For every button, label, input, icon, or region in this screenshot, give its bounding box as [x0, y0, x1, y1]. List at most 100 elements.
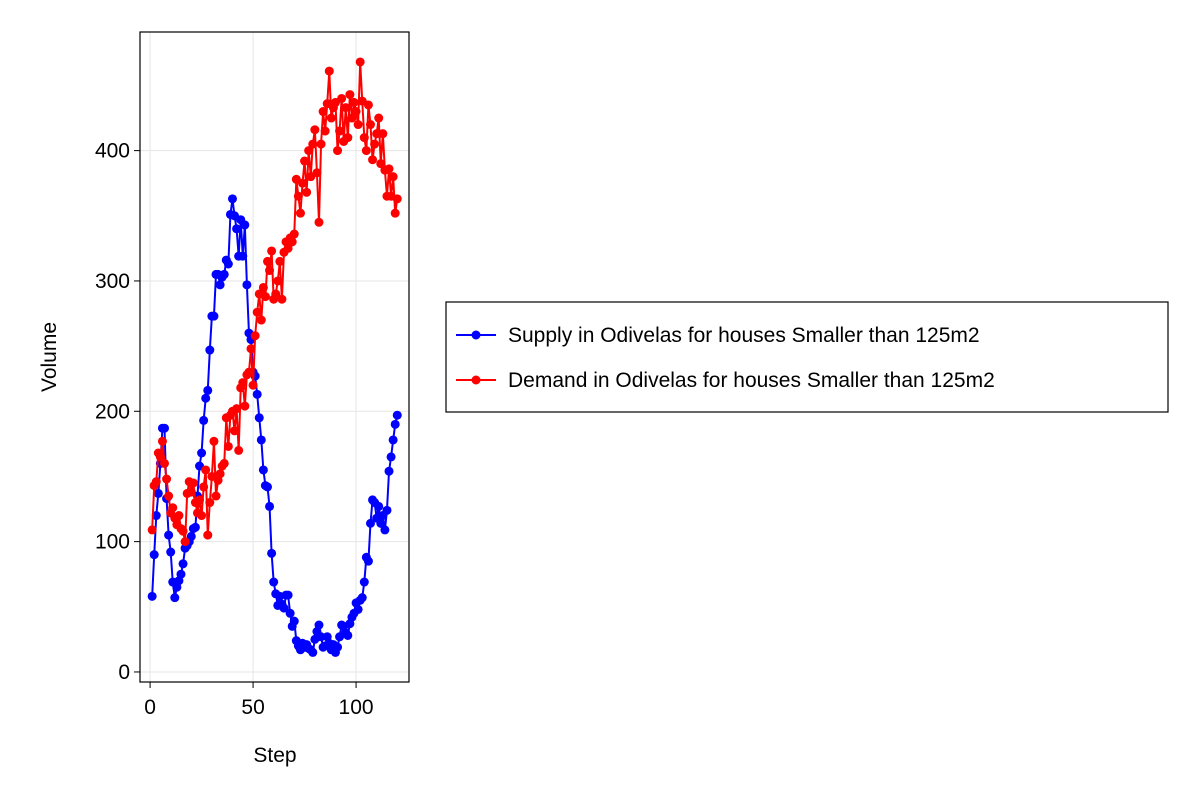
data-point — [365, 120, 375, 130]
data-point — [316, 139, 326, 149]
data-point — [357, 593, 367, 603]
data-point — [318, 107, 328, 117]
data-point — [335, 126, 345, 136]
data-point — [363, 100, 373, 110]
data-point — [316, 632, 326, 642]
data-point — [269, 577, 279, 587]
data-point — [219, 458, 229, 468]
data-point — [240, 220, 250, 230]
data-point — [308, 647, 318, 657]
data-point — [157, 436, 167, 446]
data-point — [205, 345, 215, 355]
data-point — [390, 208, 400, 218]
data-point — [384, 466, 394, 476]
legend-marker — [471, 375, 481, 385]
data-point — [273, 276, 283, 286]
data-point — [258, 465, 268, 475]
data-point — [384, 164, 394, 174]
data-point — [151, 511, 161, 521]
data-point — [170, 593, 180, 603]
data-point — [203, 385, 213, 395]
data-point — [258, 282, 268, 292]
data-point — [298, 178, 308, 188]
data-point — [227, 194, 237, 204]
data-point — [349, 97, 359, 107]
data-point — [250, 331, 260, 341]
data-point — [295, 208, 305, 218]
data-point — [256, 435, 266, 445]
data-point — [300, 156, 310, 166]
data-point — [374, 501, 384, 511]
data-point — [359, 133, 369, 143]
data-point — [368, 155, 378, 165]
data-point — [190, 522, 200, 532]
plot-frame — [139, 31, 410, 683]
data-point — [304, 146, 314, 156]
data-point — [314, 620, 324, 630]
data-point — [164, 530, 174, 540]
data-point — [232, 404, 242, 414]
data-point — [283, 243, 293, 253]
y-tick-label: 400 — [95, 140, 130, 163]
data-point — [149, 550, 159, 560]
data-point — [151, 477, 161, 487]
data-point — [197, 511, 207, 521]
data-point — [361, 146, 371, 156]
data-point — [188, 478, 198, 488]
data-point — [147, 591, 157, 601]
data-point — [333, 642, 343, 652]
data-point — [351, 107, 361, 117]
data-point — [265, 266, 275, 276]
data-point — [285, 608, 295, 618]
data-point — [153, 488, 163, 498]
data-point — [197, 448, 207, 458]
data-point — [254, 413, 264, 423]
legend-label: Demand in Odivelas for houses Smaller th… — [508, 369, 995, 392]
data-point — [211, 491, 221, 501]
data-point — [174, 511, 184, 521]
x-tick-label: 0 — [144, 696, 156, 719]
data-point — [374, 113, 384, 123]
data-point — [186, 487, 196, 497]
legend-box — [445, 301, 1169, 413]
data-point — [178, 559, 188, 569]
data-point — [215, 280, 225, 290]
data-point — [359, 577, 369, 587]
data-point — [160, 458, 170, 468]
data-point — [324, 66, 334, 76]
data-point — [382, 505, 392, 515]
data-point — [376, 518, 386, 528]
data-point — [242, 280, 252, 290]
data-point — [262, 482, 272, 492]
data-point — [260, 292, 270, 302]
data-point — [162, 474, 172, 484]
data-point — [147, 525, 157, 535]
data-point — [252, 307, 262, 317]
x-axis-label: Step — [253, 744, 296, 767]
data-point — [302, 187, 312, 197]
data-point — [248, 380, 258, 390]
data-point — [376, 159, 386, 169]
data-point — [164, 491, 174, 501]
data-point — [343, 133, 353, 143]
data-point — [365, 518, 375, 528]
data-point — [195, 495, 205, 505]
data-point — [265, 501, 275, 511]
data-point — [267, 246, 277, 256]
x-tick-label: 100 — [339, 696, 374, 719]
data-point — [370, 139, 380, 149]
data-point — [390, 419, 400, 429]
data-point — [287, 237, 297, 247]
data-point — [246, 344, 256, 354]
data-point — [234, 445, 244, 455]
data-point — [205, 498, 215, 508]
data-point — [186, 531, 196, 541]
data-point — [312, 168, 322, 178]
data-point — [372, 129, 382, 139]
data-point — [347, 113, 357, 123]
data-point — [168, 503, 178, 513]
data-point — [386, 452, 396, 462]
data-point — [353, 120, 363, 130]
data-point — [238, 251, 248, 261]
